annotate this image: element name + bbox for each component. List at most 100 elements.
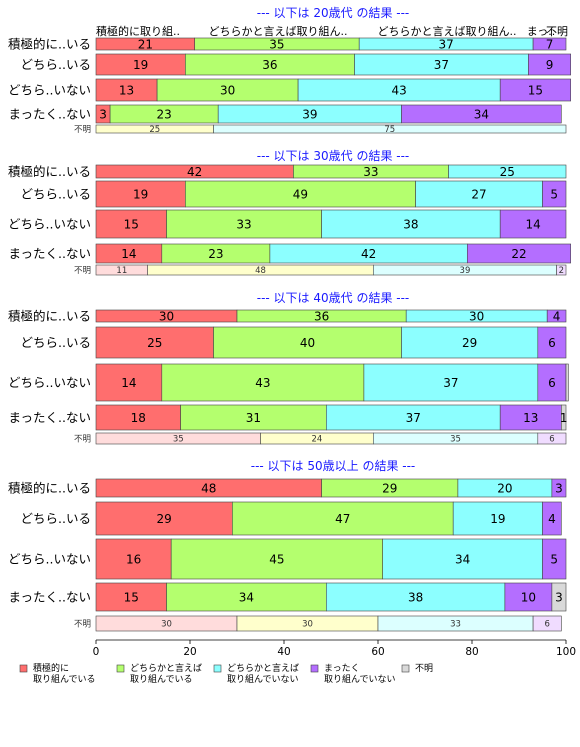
row-label: まったく..ない	[9, 107, 91, 122]
bar-row: どちら..いる 25 40 29 6	[21, 326, 567, 359]
row-label: 不明	[74, 266, 91, 276]
bar-segment	[415, 180, 543, 208]
data-label: 4	[553, 310, 561, 324]
data-label: 3	[555, 591, 563, 605]
data-label: 14	[121, 247, 136, 261]
data-label: 10	[521, 591, 536, 605]
bar-segment	[499, 209, 567, 239]
data-label: 25	[149, 125, 160, 135]
data-label: 24	[311, 435, 322, 445]
bar-segment	[185, 180, 416, 208]
top-category-label: 不明	[546, 25, 568, 38]
data-label: 30	[220, 84, 235, 98]
row-label: どちら..いる	[21, 187, 91, 202]
legend-label: 取り組んでいない	[227, 673, 299, 685]
bar-segment	[170, 538, 383, 580]
data-label: 34	[474, 108, 489, 122]
legend-swatch	[213, 664, 222, 673]
row-label: どちら..いる	[21, 57, 91, 72]
bar-row: 積極的に..いる 48 29 20 3	[8, 478, 567, 498]
data-label: 36	[314, 310, 329, 324]
legend-swatch	[401, 664, 410, 673]
row-label: 不明	[74, 620, 91, 630]
data-label: 47	[335, 512, 350, 526]
row-label: どちら..いない	[8, 217, 91, 232]
data-label: 6	[544, 620, 549, 630]
data-label: 37	[443, 376, 458, 390]
data-label: 48	[201, 482, 216, 496]
data-label: 27	[471, 188, 486, 202]
data-label: 33	[363, 165, 378, 179]
bar-segment	[542, 538, 567, 580]
data-label: 22	[511, 247, 526, 261]
data-label: 43	[255, 376, 270, 390]
bar-row: どちら..いる 29 47 19 4	[21, 501, 562, 536]
top-category-label: どちらかと言えば取り組ん..	[378, 25, 517, 38]
data-label: 34	[455, 553, 470, 567]
data-label: 2	[559, 266, 564, 276]
bar-row: 積極的に..いる 42 33 25	[8, 164, 567, 179]
data-label: 11	[116, 266, 127, 276]
data-label: 19	[133, 58, 148, 72]
bar-segment	[401, 326, 539, 359]
data-label: 13	[523, 411, 538, 425]
data-label: 39	[302, 108, 317, 122]
data-label: 33	[236, 218, 251, 232]
data-label: 21	[138, 38, 153, 52]
bar-row: まったく..ない 18 31 37 13 1	[9, 404, 567, 431]
data-label: 14	[525, 218, 540, 232]
row-label: 不明	[74, 125, 91, 135]
row-label: どちら..いない	[8, 552, 91, 567]
bar-segment	[546, 309, 567, 323]
bar-row: まったく..ない 14 23 42 22	[9, 243, 571, 264]
bar-row: どちら..いない 15 33 38 14	[8, 209, 567, 239]
bar-segment	[448, 164, 567, 179]
data-label: 3	[99, 108, 107, 122]
bar-segment	[232, 501, 454, 536]
data-label: 38	[408, 591, 423, 605]
data-label: 23	[157, 108, 172, 122]
data-label: 33	[450, 620, 461, 630]
data-label: 15	[528, 84, 543, 98]
data-label: 38	[403, 218, 418, 232]
data-label: 49	[293, 188, 308, 202]
row-label: 積極的に..いる	[8, 37, 91, 52]
data-label: 6	[549, 435, 554, 445]
row-label: 積極的に..いる	[8, 309, 91, 324]
data-label: 18	[131, 411, 146, 425]
legend-label: どちらかと言えば	[130, 662, 202, 674]
data-label: 25	[147, 336, 162, 350]
data-label: 75	[384, 125, 395, 135]
row-label: どちら..いない	[8, 375, 91, 390]
data-label: 13	[119, 84, 134, 98]
data-label: 30	[159, 310, 174, 324]
legend-label: まったく	[324, 663, 360, 674]
data-label: 45	[269, 553, 284, 567]
x-tick-label: 20	[183, 646, 196, 658]
data-label: 30	[302, 620, 313, 630]
data-label: 35	[269, 38, 284, 52]
bar-segment	[499, 404, 562, 431]
legend-label: 取り組んでいない	[324, 673, 396, 685]
bar-segment	[95, 582, 167, 612]
data-label: 43	[392, 84, 407, 98]
legend-label: 不明	[415, 663, 433, 674]
legend-swatch	[116, 664, 125, 673]
data-label: 14	[121, 376, 136, 390]
x-tick-label: 80	[465, 646, 478, 658]
panel: --- 以下は 40歳代 の結果 --- 積極的に..いる 30 36 30 4 どちら..…	[8, 291, 569, 445]
data-label: 15	[124, 218, 139, 232]
data-label: 23	[208, 247, 223, 261]
data-label: 37	[439, 38, 454, 52]
bar-row: まったく..ない 15 34 38 10 3	[9, 582, 567, 612]
data-label: 25	[500, 165, 515, 179]
row-label: まったく..ない	[9, 246, 91, 261]
row-label: どちら..いる	[21, 511, 91, 526]
data-label: 30	[161, 620, 172, 630]
data-label: 29	[382, 482, 397, 496]
bar-row: どちら..いない 13 30 43 15	[8, 78, 572, 102]
bar-segment	[95, 404, 181, 431]
bar-segment	[528, 53, 572, 76]
bar-segment	[537, 326, 567, 359]
